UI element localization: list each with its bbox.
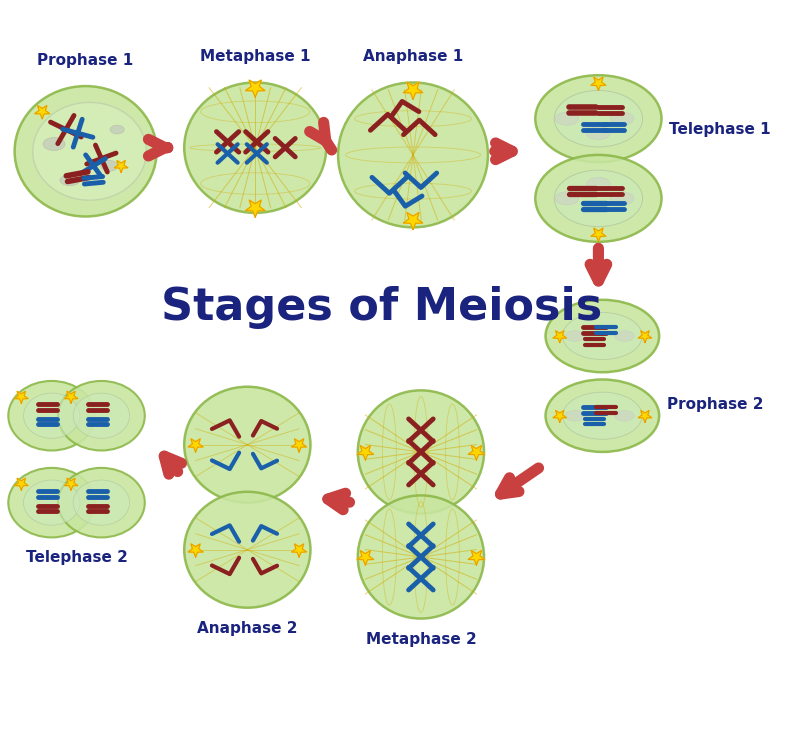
Polygon shape xyxy=(291,439,306,452)
Ellipse shape xyxy=(546,380,659,452)
Ellipse shape xyxy=(338,82,488,227)
Polygon shape xyxy=(638,331,652,342)
Text: Telephase 1: Telephase 1 xyxy=(670,122,771,137)
Polygon shape xyxy=(246,200,265,217)
Polygon shape xyxy=(468,550,485,565)
Ellipse shape xyxy=(565,410,585,421)
Ellipse shape xyxy=(43,137,65,150)
Ellipse shape xyxy=(8,468,95,537)
Ellipse shape xyxy=(555,192,578,205)
Ellipse shape xyxy=(554,91,642,147)
Ellipse shape xyxy=(184,82,326,213)
Ellipse shape xyxy=(184,387,310,503)
Ellipse shape xyxy=(555,112,578,126)
Polygon shape xyxy=(64,391,78,403)
Ellipse shape xyxy=(358,391,484,513)
Polygon shape xyxy=(14,478,28,490)
Polygon shape xyxy=(14,391,28,403)
Ellipse shape xyxy=(610,112,634,126)
Ellipse shape xyxy=(610,192,634,205)
Polygon shape xyxy=(553,331,566,342)
Ellipse shape xyxy=(73,393,130,438)
Ellipse shape xyxy=(60,174,80,185)
Ellipse shape xyxy=(23,480,80,526)
Ellipse shape xyxy=(565,331,585,342)
Text: Stages of Meiosis: Stages of Meiosis xyxy=(161,285,602,328)
Ellipse shape xyxy=(58,381,145,450)
Text: Metaphase 2: Metaphase 2 xyxy=(366,631,476,647)
Polygon shape xyxy=(188,439,203,452)
Ellipse shape xyxy=(101,161,118,172)
Ellipse shape xyxy=(358,496,484,618)
Ellipse shape xyxy=(586,177,610,191)
Polygon shape xyxy=(291,544,306,557)
Ellipse shape xyxy=(73,480,130,526)
Polygon shape xyxy=(403,82,422,99)
Polygon shape xyxy=(591,228,606,241)
Text: Metaphase 1: Metaphase 1 xyxy=(200,50,310,64)
Ellipse shape xyxy=(562,312,642,360)
Polygon shape xyxy=(114,161,128,172)
Ellipse shape xyxy=(535,75,662,162)
Polygon shape xyxy=(553,410,566,422)
Ellipse shape xyxy=(586,127,610,139)
Ellipse shape xyxy=(614,410,634,421)
Ellipse shape xyxy=(535,155,662,242)
Text: Telephase 2: Telephase 2 xyxy=(26,550,127,566)
Polygon shape xyxy=(591,77,606,91)
Polygon shape xyxy=(357,550,374,565)
Ellipse shape xyxy=(546,300,659,372)
Polygon shape xyxy=(403,212,422,229)
Ellipse shape xyxy=(33,102,146,200)
Ellipse shape xyxy=(184,492,310,607)
Polygon shape xyxy=(34,106,50,119)
Text: Prophase 1: Prophase 1 xyxy=(38,53,134,68)
Polygon shape xyxy=(468,445,485,460)
Text: Anaphase 1: Anaphase 1 xyxy=(363,50,463,64)
Polygon shape xyxy=(357,445,374,460)
Text: Prophase 2: Prophase 2 xyxy=(667,397,763,412)
Polygon shape xyxy=(188,544,203,557)
Polygon shape xyxy=(638,410,652,422)
Ellipse shape xyxy=(562,392,642,439)
Ellipse shape xyxy=(58,468,145,537)
Ellipse shape xyxy=(554,170,642,226)
Ellipse shape xyxy=(110,126,124,134)
Text: Anaphase 2: Anaphase 2 xyxy=(197,620,298,636)
Polygon shape xyxy=(64,478,78,490)
Ellipse shape xyxy=(14,86,157,217)
Ellipse shape xyxy=(614,331,634,342)
Polygon shape xyxy=(246,80,265,97)
Ellipse shape xyxy=(23,393,80,438)
Ellipse shape xyxy=(8,381,95,450)
